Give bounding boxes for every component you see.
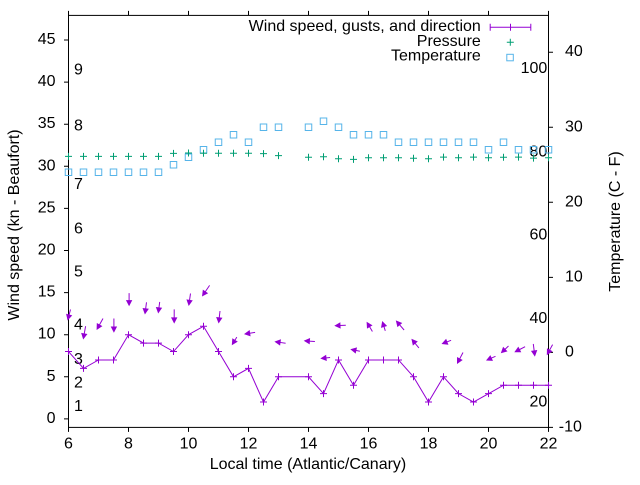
svg-text:60: 60 xyxy=(530,227,548,244)
svg-text:12: 12 xyxy=(240,436,258,453)
svg-text:45: 45 xyxy=(38,31,56,48)
svg-text:25: 25 xyxy=(38,199,56,216)
svg-text:1: 1 xyxy=(74,398,83,415)
svg-text:20: 20 xyxy=(38,242,56,259)
svg-text:5: 5 xyxy=(74,263,83,280)
svg-text:20: 20 xyxy=(480,436,498,453)
svg-text:40: 40 xyxy=(530,310,548,327)
svg-text:2: 2 xyxy=(74,374,83,391)
svg-text:15: 15 xyxy=(38,284,56,301)
svg-text:7: 7 xyxy=(74,176,83,193)
svg-text:14: 14 xyxy=(300,436,318,453)
svg-text:10: 10 xyxy=(180,436,198,453)
svg-text:20: 20 xyxy=(565,193,583,210)
svg-text:Temperature: Temperature xyxy=(391,48,481,65)
svg-text:3: 3 xyxy=(74,351,83,368)
svg-text:-10: -10 xyxy=(559,418,582,435)
svg-text:Wind speed, gusts, and directi: Wind speed, gusts, and direction xyxy=(249,18,481,35)
svg-text:0: 0 xyxy=(47,410,56,427)
svg-text:100: 100 xyxy=(521,60,548,77)
svg-text:Temperature (C - F): Temperature (C - F) xyxy=(607,151,624,291)
svg-text:40: 40 xyxy=(565,43,583,60)
svg-text:Pressure: Pressure xyxy=(417,33,481,50)
svg-text:6: 6 xyxy=(64,436,73,453)
svg-text:8: 8 xyxy=(124,436,133,453)
svg-text:20: 20 xyxy=(530,393,548,410)
svg-text:18: 18 xyxy=(420,436,438,453)
svg-text:0: 0 xyxy=(565,343,574,360)
svg-text:35: 35 xyxy=(38,115,56,132)
svg-text:Wind speed (kn - Beaufort): Wind speed (kn - Beaufort) xyxy=(6,129,23,320)
svg-text:22: 22 xyxy=(540,436,558,453)
svg-text:Local time (Atlantic/Canary): Local time (Atlantic/Canary) xyxy=(210,456,407,473)
svg-text:5: 5 xyxy=(47,368,56,385)
svg-text:30: 30 xyxy=(565,118,583,135)
svg-text:9: 9 xyxy=(74,61,83,78)
svg-text:40: 40 xyxy=(38,73,56,90)
svg-text:10: 10 xyxy=(38,326,56,343)
svg-text:30: 30 xyxy=(38,157,56,174)
svg-text:8: 8 xyxy=(74,117,83,134)
svg-text:4: 4 xyxy=(74,317,83,334)
svg-text:16: 16 xyxy=(360,436,378,453)
svg-text:10: 10 xyxy=(565,268,583,285)
svg-text:6: 6 xyxy=(74,221,83,238)
